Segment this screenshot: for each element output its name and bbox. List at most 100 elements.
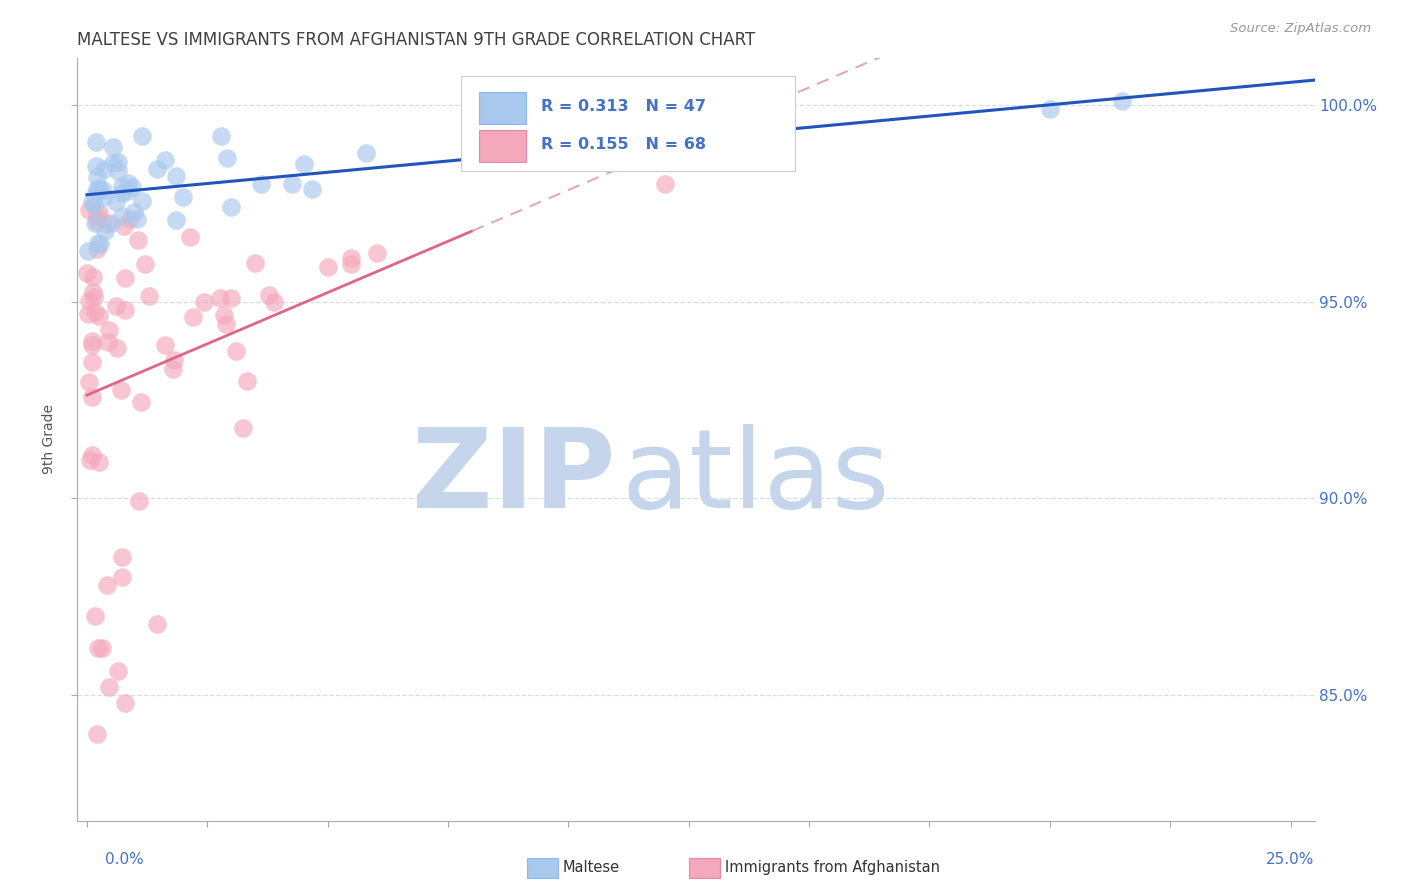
Point xyxy=(110,384,132,398)
Text: R = 0.313   N = 47: R = 0.313 N = 47 xyxy=(541,99,706,114)
Point xyxy=(172,189,194,203)
Text: ZIP: ZIP xyxy=(412,424,616,531)
Point xyxy=(111,550,134,565)
Point xyxy=(114,696,136,710)
Point xyxy=(114,270,136,285)
Point xyxy=(82,269,104,284)
Point xyxy=(80,390,103,404)
Point xyxy=(117,184,139,198)
Point xyxy=(340,252,363,266)
Point xyxy=(86,182,108,196)
Point xyxy=(79,202,101,217)
Point xyxy=(87,455,110,469)
Point xyxy=(301,182,323,196)
Text: atlas: atlas xyxy=(621,424,890,531)
Point xyxy=(77,293,100,308)
Point xyxy=(209,128,232,143)
Point xyxy=(97,334,120,349)
Point xyxy=(83,198,105,212)
Point xyxy=(214,309,236,323)
Point xyxy=(129,395,152,409)
Point xyxy=(215,151,238,165)
Point xyxy=(93,224,115,238)
Point xyxy=(86,214,108,228)
Point xyxy=(84,609,107,624)
Point xyxy=(84,188,107,202)
Point xyxy=(86,209,108,223)
Point xyxy=(281,178,304,192)
Point xyxy=(87,640,110,655)
Point xyxy=(131,194,153,208)
Point xyxy=(181,310,204,324)
Point xyxy=(127,211,149,226)
Point xyxy=(259,288,281,302)
Point xyxy=(356,146,378,161)
Point xyxy=(153,153,176,167)
Point xyxy=(146,617,169,632)
Point xyxy=(654,177,676,191)
Point xyxy=(80,448,103,462)
Point xyxy=(117,176,139,190)
Point xyxy=(87,181,110,195)
Point xyxy=(101,156,124,170)
Point xyxy=(138,289,160,303)
Point xyxy=(209,291,232,305)
Point xyxy=(98,323,121,337)
Point xyxy=(107,665,129,679)
Point xyxy=(93,162,115,177)
Point xyxy=(155,338,177,352)
Point xyxy=(225,344,247,359)
Point xyxy=(162,352,184,367)
Point xyxy=(249,178,271,192)
Point xyxy=(101,140,124,154)
Point xyxy=(105,195,128,210)
Text: Immigrants from Afghanistan: Immigrants from Afghanistan xyxy=(725,861,941,875)
Point xyxy=(179,230,201,244)
Point xyxy=(1039,103,1062,117)
Point xyxy=(105,299,128,313)
Point xyxy=(89,309,111,323)
Point xyxy=(86,727,108,741)
Point xyxy=(215,317,238,331)
Point xyxy=(89,206,111,220)
Point xyxy=(93,183,115,197)
Point xyxy=(111,178,134,193)
Point xyxy=(131,129,153,144)
Text: Source: ZipAtlas.com: Source: ZipAtlas.com xyxy=(1230,22,1371,36)
Point xyxy=(292,157,315,171)
Point xyxy=(263,295,285,310)
Point xyxy=(84,305,107,319)
Text: 25.0%: 25.0% xyxy=(1267,852,1315,867)
Point xyxy=(82,195,104,210)
Point xyxy=(114,302,136,317)
Point xyxy=(316,260,339,274)
Bar xyxy=(479,92,526,124)
Point xyxy=(118,211,141,226)
Text: 0.0%: 0.0% xyxy=(105,852,145,867)
Point xyxy=(107,164,129,178)
Point xyxy=(145,161,167,176)
Point xyxy=(96,578,118,592)
Point xyxy=(80,337,103,351)
Point xyxy=(134,256,156,270)
Point xyxy=(80,334,103,348)
Point xyxy=(96,217,118,231)
Point xyxy=(111,186,134,200)
Point xyxy=(165,169,187,184)
Point xyxy=(84,135,107,149)
Point xyxy=(89,236,111,251)
Point xyxy=(111,570,134,584)
Point xyxy=(111,209,134,223)
Point xyxy=(221,200,243,214)
Point xyxy=(165,213,187,227)
Point xyxy=(366,245,388,260)
Point xyxy=(221,292,243,306)
Point xyxy=(86,235,108,250)
Point xyxy=(112,219,135,234)
Point xyxy=(245,255,267,269)
Point xyxy=(128,493,150,508)
Point xyxy=(80,355,103,369)
Point xyxy=(84,216,107,230)
Y-axis label: 9th Grade: 9th Grade xyxy=(42,404,56,475)
Point xyxy=(127,233,149,247)
